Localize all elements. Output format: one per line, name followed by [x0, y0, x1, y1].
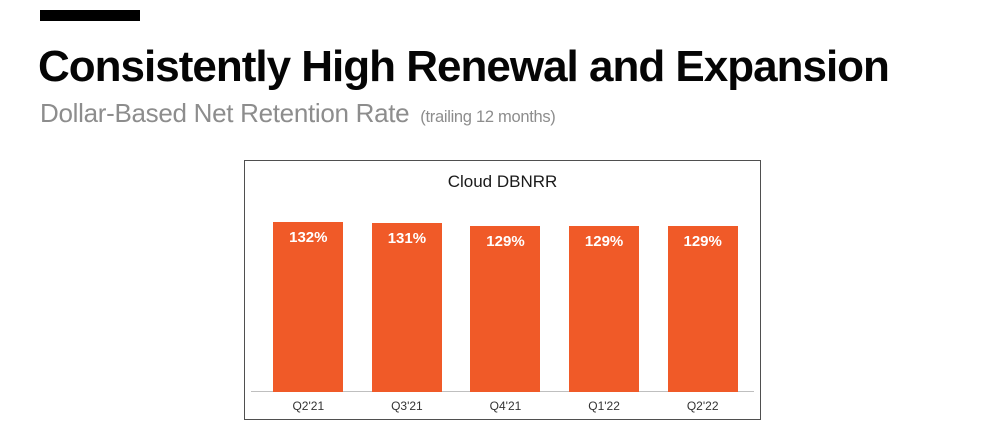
bar-value-label: 129% — [486, 233, 525, 250]
x-axis-labels: Q2'21 Q3'21 Q4'21 Q1'22 Q2'22 — [259, 399, 752, 413]
subtitle-text: Dollar-Based Net Retention Rate — [40, 98, 410, 128]
slide-title: Consistently High Renewal and Expansion — [38, 42, 890, 91]
bar-Q1'22: 129% — [569, 226, 640, 392]
bar-slot: 131% — [358, 161, 457, 392]
bar-slot: 129% — [456, 161, 555, 392]
bar-slot: 129% — [653, 161, 752, 392]
bar-Q2'22: 129% — [667, 226, 738, 392]
x-axis-tick-label: Q2'22 — [686, 399, 719, 413]
slide-subtitle: Dollar-Based Net Retention Rate (trailin… — [40, 98, 556, 129]
bar-slot: 129% — [555, 161, 654, 392]
chart-title: Cloud DBNRR — [447, 172, 558, 191]
x-axis-tick-label: Q3'21 — [391, 399, 423, 413]
bar-value-label: 129% — [683, 233, 722, 250]
bars-group: 132% 131% 129% 129% 129% — [259, 161, 752, 392]
top-left-bar — [40, 10, 140, 21]
bar-slot: 132% — [259, 161, 358, 392]
bar-Q3'21: 131% — [371, 223, 442, 392]
bar-value-label: 131% — [387, 230, 427, 247]
x-axis-tick-label: Q4'21 — [489, 399, 522, 413]
chart-container: Cloud DBNRR 132% 131% 129% 129% 129% Q2'21 Q3… — [244, 160, 761, 420]
bar-Q2'21: 132% — [273, 222, 344, 392]
bar-value-label: 129% — [584, 233, 624, 250]
subtitle-note: (trailing 12 months) — [420, 108, 556, 126]
x-axis-tick-label: Q2'21 — [292, 399, 325, 413]
x-axis-tick-label: Q1'22 — [588, 399, 620, 413]
bar-value-label: 132% — [289, 229, 328, 246]
bar-Q4'21: 129% — [470, 226, 541, 392]
